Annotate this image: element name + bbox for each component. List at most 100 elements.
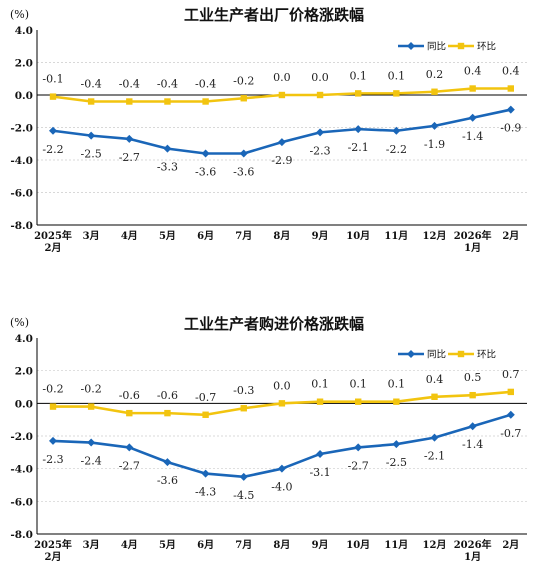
legend-label: 同比 <box>427 41 446 53</box>
data-label: -4.0 <box>271 481 292 494</box>
data-label: -2.7 <box>348 459 369 472</box>
data-point <box>393 398 400 405</box>
data-label: -0.4 <box>157 78 178 91</box>
data-label: 0.1 <box>349 69 367 82</box>
y-tick-label: -6.0 <box>10 188 33 200</box>
x-tick-label: 4月 <box>121 230 138 242</box>
data-point <box>125 134 134 143</box>
series-yoy: -2.2 -2.5 -2.7 -3.3 -3.6 -3.6 -2.9 -2.3 -2.1 -2.2… <box>42 105 521 179</box>
x-tick-label: 3月 <box>83 539 100 551</box>
data-point <box>316 449 325 458</box>
data-point <box>87 98 95 105</box>
legend-swatch-marker <box>457 350 465 358</box>
data-label: -2.7 <box>119 151 140 164</box>
data-label: -1.4 <box>462 438 483 451</box>
legend-swatch-marker <box>407 350 415 358</box>
y-unit-label: (%) <box>10 8 29 21</box>
data-label: -0.3 <box>233 384 254 397</box>
x-tick-line: 2025年 <box>34 229 72 242</box>
y-tick-label: 4.0 <box>15 25 33 37</box>
x-tick-label: 7月 <box>235 539 252 551</box>
data-point <box>278 400 286 407</box>
data-label: -3.1 <box>309 466 330 479</box>
x-tick-line: 2025年 <box>34 538 72 551</box>
data-label: -0.4 <box>195 78 216 91</box>
data-point <box>49 126 57 135</box>
y-tick-label: -4.0 <box>10 464 33 476</box>
data-label: 0.0 <box>273 71 291 84</box>
data-label: -2.1 <box>424 450 445 463</box>
x-tick-line: 2月 <box>502 539 519 551</box>
chart-panel-2: 工业生产者购进价格涨跌幅 (%) 4.0 2.0 0.0 -2.0 -4.0 -6.0 -8.0… <box>10 315 527 563</box>
x-tick-line: 2月 <box>45 551 62 563</box>
x-tick-line: 10月 <box>346 539 370 551</box>
x-tick-line: 10月 <box>346 230 370 242</box>
data-label: -2.3 <box>309 144 330 157</box>
x-tick-line: 8月 <box>273 230 290 242</box>
data-point <box>430 121 439 130</box>
legend-label: 同比 <box>427 349 446 361</box>
data-label: -0.7 <box>500 427 521 440</box>
data-label: -4.5 <box>233 489 254 502</box>
data-point <box>431 88 438 95</box>
data-label: -0.6 <box>119 389 140 402</box>
x-tick-line: 1月 <box>464 242 481 254</box>
data-point <box>163 144 172 153</box>
data-point <box>468 113 477 122</box>
data-point <box>126 409 133 417</box>
x-tick-label: 5月 <box>159 230 176 242</box>
series-mom: -0.1 -0.4 -0.4 -0.4 -0.4 -0.2 0.0 0.0 0.1 0.1 0.2 0… <box>42 65 520 105</box>
x-tick-label: 12月 <box>423 539 447 551</box>
x-tick-line: 2月 <box>502 230 519 242</box>
data-point <box>239 149 248 158</box>
data-label: -2.4 <box>81 455 102 468</box>
x-tick-line: 11月 <box>384 539 408 551</box>
data-point <box>49 436 57 445</box>
x-tick-label: 3月 <box>83 230 100 242</box>
x-tick-line: 8月 <box>273 539 290 551</box>
data-label: -0.1 <box>42 73 63 86</box>
data-point <box>202 98 209 105</box>
y-tick-label: -6.0 <box>10 496 33 508</box>
x-tick-label: 2025年 2月 <box>34 538 72 563</box>
y-tick-label: 2.0 <box>15 58 33 70</box>
x-tick-line: 12月 <box>423 230 447 242</box>
y-tick-label: -4.0 <box>10 155 33 167</box>
data-point <box>316 398 324 405</box>
x-tick-label: 12月 <box>423 230 447 242</box>
data-label: 0.5 <box>464 371 482 384</box>
data-point <box>126 98 133 105</box>
data-point <box>316 91 324 99</box>
legend-swatch-marker <box>457 42 465 50</box>
x-tick-line: 2月 <box>45 242 62 254</box>
legend: 同比 环比 <box>398 349 496 361</box>
y-tick-label: 0.0 <box>15 398 33 410</box>
x-tick-label: 4月 <box>121 539 138 551</box>
x-tick-line: 9月 <box>312 230 329 242</box>
data-label: -0.2 <box>42 383 63 396</box>
data-label: -0.9 <box>500 122 521 135</box>
x-tick-line: 7月 <box>235 230 252 242</box>
x-tick-label: 6月 <box>197 230 214 242</box>
data-label: -3.6 <box>195 166 216 179</box>
data-label: -1.9 <box>424 138 445 151</box>
data-label: -2.2 <box>42 143 63 156</box>
x-tick-label: 6月 <box>197 539 214 551</box>
legend-label: 环比 <box>477 41 496 53</box>
data-point <box>392 126 401 135</box>
x-tick-label: 7月 <box>235 230 252 242</box>
y-tick-label: -8.0 <box>10 220 33 232</box>
legend-label: 环比 <box>477 349 496 361</box>
data-point <box>49 403 57 410</box>
x-tick-line: 2026年 <box>454 538 492 551</box>
x-tick-line: 4月 <box>121 230 138 242</box>
data-label: 0.4 <box>464 65 482 78</box>
y-tick-label: 4.0 <box>15 333 33 345</box>
data-label: 0.1 <box>388 69 406 82</box>
data-point <box>87 131 96 140</box>
data-point <box>49 93 57 100</box>
x-tick-line: 7月 <box>235 539 252 551</box>
data-label: -0.4 <box>81 78 102 91</box>
data-point <box>277 464 286 473</box>
chart-title: 工业生产者购进价格涨跌幅 <box>184 315 364 333</box>
